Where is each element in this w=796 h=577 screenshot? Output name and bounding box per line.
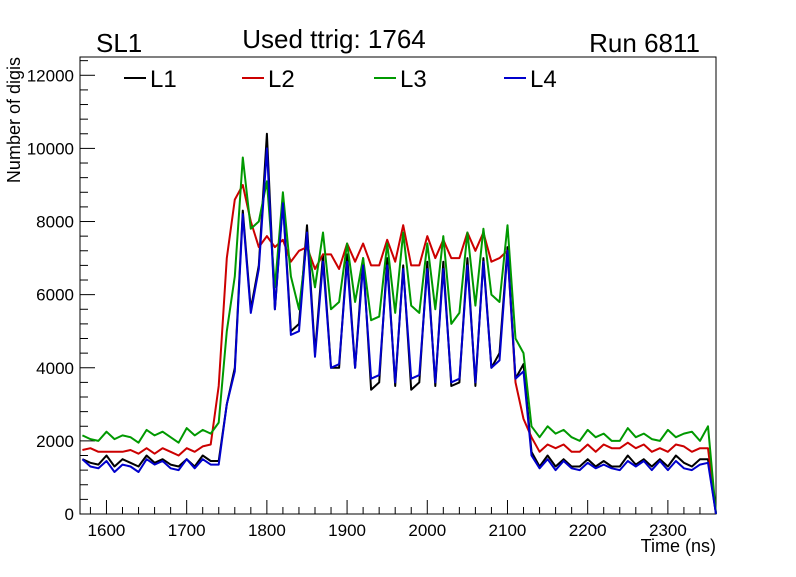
legend-label: L3 (400, 66, 427, 93)
series-line-l3 (81, 156, 717, 515)
y-tick-label: 2000 (36, 432, 74, 451)
y-axis-label: Number of digis (4, 57, 24, 183)
x-axis-label: Time (ns) (641, 536, 716, 556)
y-axis: 0 2000 4000 6000 8000 10000 12000 (27, 60, 95, 524)
plot-frame (79, 56, 717, 515)
series-line-l4 (81, 147, 717, 515)
x-tick-label: 1600 (88, 521, 126, 540)
x-axis: 1600 1700 1800 1900 2000 2100 2200 2300 (88, 500, 717, 540)
series-line-l2 (82, 184, 717, 515)
series-layer (81, 132, 717, 515)
x-tick-label: 1900 (328, 521, 366, 540)
x-tick-label: 1800 (248, 521, 286, 540)
y-tick-label: 6000 (36, 286, 74, 305)
x-tick-label: 2200 (569, 521, 607, 540)
header-left-label: SL1 (96, 28, 142, 58)
x-tick-label: 2300 (649, 521, 687, 540)
y-tick-label: 8000 (36, 213, 74, 232)
legend: L1 L2 L3 L4 (124, 66, 557, 93)
x-tick-label: 2100 (489, 521, 527, 540)
chart-title: Used ttrig: 1764 (242, 24, 426, 54)
x-tick-label: 2000 (408, 521, 446, 540)
legend-label: L4 (530, 66, 557, 93)
y-tick-label: 0 (65, 505, 74, 524)
y-tick-label: 4000 (36, 359, 74, 378)
legend-label: L1 (150, 66, 177, 93)
y-tick-label: 10000 (27, 139, 74, 158)
header-right-label: Run 6811 (589, 28, 700, 58)
x-tick-label: 1700 (168, 521, 206, 540)
legend-label: L2 (268, 66, 295, 93)
y-tick-label: 12000 (27, 66, 74, 85)
